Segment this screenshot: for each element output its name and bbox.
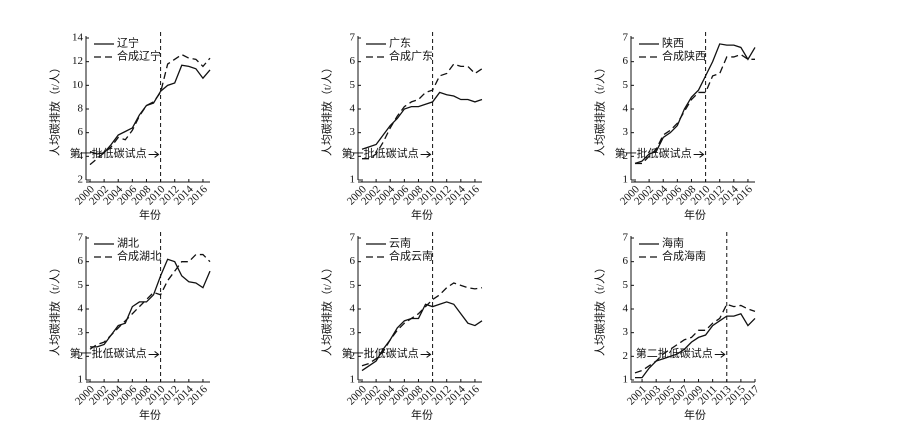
y-tick-label: 6	[350, 55, 356, 67]
y-tick-label: 1	[78, 374, 84, 386]
y-tick-label: 5	[623, 279, 629, 291]
y-tick-label: 2	[350, 150, 356, 162]
y-tick-label: 10	[72, 79, 84, 91]
y-tick-label: 1	[350, 374, 356, 386]
y-tick-label: 4	[78, 303, 84, 315]
y-tick-label: 2	[623, 350, 629, 362]
y-tick-label: 1	[623, 174, 629, 186]
y-axis-label: 人均碳排放（t/人）	[48, 262, 62, 356]
y-tick-label: 6	[350, 255, 356, 267]
x-axis-label: 年份	[684, 408, 706, 422]
y-tick-label: 3	[350, 126, 356, 138]
y-tick-label: 5	[350, 79, 356, 91]
panel: 1234567200020022004200620082010201220142…	[320, 32, 483, 222]
y-tick-label: 14	[72, 32, 84, 44]
series-line	[89, 253, 211, 350]
y-tick-label: 3	[623, 326, 629, 338]
series-line	[361, 301, 483, 372]
legend-label: 合成海南	[662, 249, 706, 263]
y-tick-label: 4	[78, 150, 84, 162]
panel: 1234567200120032005200720092011201320152…	[593, 232, 763, 422]
legend-label: 海南	[662, 236, 684, 250]
y-axis-label: 人均碳排放（t/人）	[593, 62, 607, 156]
series-line	[362, 63, 483, 160]
y-tick-label: 7	[78, 232, 84, 244]
legend-label: 陕西	[662, 36, 684, 50]
legend-label: 辽宁	[117, 36, 139, 50]
y-tick-label: 7	[623, 232, 629, 244]
series-line	[634, 303, 756, 374]
annotation-arrow	[714, 351, 726, 358]
y-tick-label: 5	[623, 79, 629, 91]
y-tick-label: 3	[350, 326, 356, 338]
y-tick-label: 7	[350, 32, 356, 44]
x-axis-label: 年份	[684, 208, 706, 222]
y-axis-label: 人均碳排放（t/人）	[320, 262, 334, 356]
x-axis-label: 年份	[139, 208, 161, 222]
y-tick-label: 6	[623, 255, 629, 267]
legend-label: 合成云南	[389, 249, 433, 263]
series-line	[89, 64, 211, 155]
annotation: 第一批低碳试点	[342, 346, 419, 360]
legend-label: 合成湖北	[117, 249, 161, 263]
y-tick-label: 2	[350, 350, 356, 362]
y-tick-label: 4	[623, 303, 629, 315]
annotation: 第一批低碳试点	[342, 146, 419, 160]
panel: 1234567200020022004200620082010201220142…	[593, 32, 756, 222]
legend-label: 合成陕西	[662, 49, 706, 63]
annotation-arrow	[148, 351, 160, 358]
y-tick-label: 6	[78, 126, 84, 138]
legend-label: 合成辽宁	[117, 49, 161, 63]
y-axis-label: 人均碳排放（t/人）	[48, 62, 62, 156]
x-axis-label: 年份	[139, 408, 161, 422]
panel: 1234567200020022004200620082010201220142…	[320, 232, 483, 422]
y-tick-label: 3	[78, 326, 84, 338]
y-tick-label: 7	[623, 32, 629, 44]
y-tick-label: 6	[623, 55, 629, 67]
series-line	[361, 282, 483, 367]
y-tick-label: 2	[623, 150, 629, 162]
y-tick-label: 5	[78, 279, 84, 291]
y-tick-label: 5	[350, 279, 356, 291]
annotation-arrow	[420, 351, 432, 358]
y-tick-label: 2	[78, 174, 84, 186]
series-line	[90, 258, 211, 348]
annotation: 第二批低碳试点	[636, 346, 713, 360]
y-tick-label: 1	[350, 174, 356, 186]
series-line	[635, 312, 756, 379]
series-line	[89, 53, 211, 166]
series-line	[635, 53, 755, 165]
annotation: 第一批低碳试点	[70, 346, 147, 360]
y-tick-label: 8	[78, 103, 84, 115]
legend-label: 湖北	[117, 237, 139, 250]
annotation-arrow	[693, 151, 705, 158]
y-axis-label: 人均碳排放（t/人）	[593, 262, 607, 356]
y-tick-label: 4	[623, 103, 629, 115]
y-tick-label: 4	[350, 103, 356, 115]
y-tick-label: 7	[350, 232, 356, 244]
panel: 1234567200020022004200620082010201220142…	[48, 232, 211, 422]
legend-label: 合成广东	[389, 49, 433, 63]
x-axis-label: 年份	[411, 408, 433, 422]
annotation: 第一批低碳试点	[70, 146, 147, 160]
y-axis-label: 人均碳排放（t/人）	[320, 62, 334, 156]
y-tick-label: 2	[78, 350, 84, 362]
legend-label: 广东	[389, 37, 411, 50]
series-line	[634, 43, 756, 165]
y-tick-label: 12	[72, 55, 83, 67]
legend-label: 云南	[389, 237, 411, 250]
series-line	[361, 91, 483, 150]
y-tick-label: 4	[350, 303, 356, 315]
y-tick-label: 1	[623, 374, 629, 386]
y-tick-label: 6	[78, 255, 84, 267]
x-axis-label: 年份	[411, 208, 433, 222]
panel: 2468101214200020022004200620082010201220…	[48, 32, 211, 222]
annotation-arrow	[420, 151, 432, 158]
y-tick-label: 3	[623, 126, 629, 138]
annotation-arrow	[148, 151, 160, 158]
